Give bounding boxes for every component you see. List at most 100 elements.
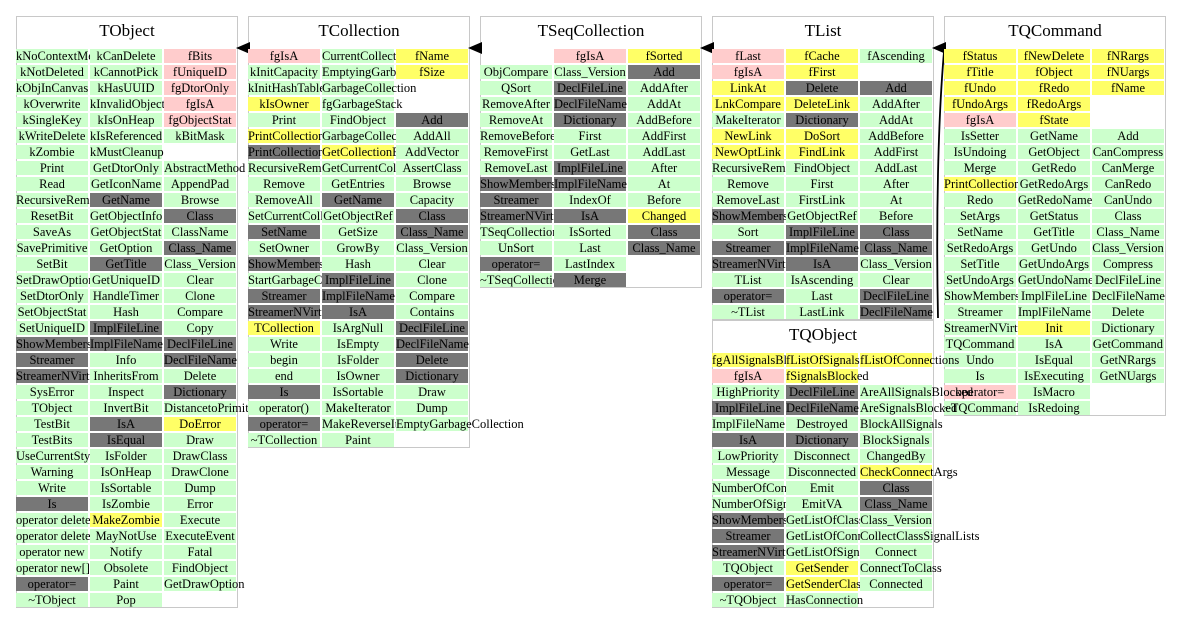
member-cell[interactable]: StreamerNVirtual (944, 321, 1033, 335)
member-cell[interactable]: IsSorted (554, 225, 626, 239)
member-cell[interactable]: Is (16, 497, 88, 511)
member-cell[interactable]: AddVector (396, 145, 468, 159)
member-cell[interactable]: operator= (944, 385, 1016, 399)
member-cell[interactable]: ShowMembers (712, 209, 788, 223)
member-cell[interactable]: IsOwner (322, 369, 394, 383)
member-cell[interactable]: Pop (90, 593, 162, 607)
member-cell[interactable]: Obsolete (90, 561, 162, 575)
member-cell[interactable]: IndexOf (554, 193, 626, 207)
member-cell[interactable]: Browse (396, 177, 468, 191)
member-cell[interactable]: ShowMembers (480, 177, 556, 191)
member-cell[interactable]: ImplFileName (712, 417, 785, 431)
member-cell[interactable]: PrintCollectionHeader (248, 145, 361, 159)
member-cell[interactable]: Dictionary (396, 369, 468, 383)
member-cell[interactable]: TestBit (16, 417, 88, 431)
member-cell[interactable]: GetListOfSignals (786, 545, 874, 559)
member-cell[interactable]: Streamer (480, 193, 552, 207)
member-cell[interactable]: AddAt (628, 97, 700, 111)
member-cell[interactable]: kIsReferenced (90, 129, 163, 143)
member-cell[interactable]: GetSenderClassName (786, 577, 896, 591)
member-cell[interactable]: Class_Version (554, 65, 626, 79)
member-cell[interactable]: GetDtorOnly (90, 161, 162, 175)
member-cell[interactable]: SetTitle (944, 257, 1016, 271)
member-cell[interactable]: Class (628, 225, 700, 239)
member-cell[interactable]: TestBits (16, 433, 88, 447)
member-cell[interactable]: AppendPad (164, 177, 236, 191)
member-cell[interactable]: TCollection (248, 321, 320, 335)
member-cell[interactable]: Draw (164, 433, 236, 447)
member-cell[interactable]: DeclFileLine (786, 385, 858, 399)
member-cell[interactable]: fName (396, 49, 468, 63)
member-cell[interactable]: Write (248, 337, 320, 351)
member-cell[interactable]: StreamerNVirtual (712, 545, 801, 559)
member-cell[interactable]: Add (1092, 129, 1164, 143)
member-cell[interactable]: HighPriority (712, 385, 784, 399)
member-cell[interactable]: MakeReverseIterator (322, 417, 428, 431)
member-cell[interactable]: Connected (860, 577, 932, 591)
member-cell[interactable]: ChangedBy (860, 449, 932, 463)
member-cell[interactable]: Class_Name (1092, 225, 1164, 239)
member-cell[interactable]: FindObject (322, 113, 394, 127)
member-cell[interactable]: GetTitle (90, 257, 162, 271)
member-cell[interactable]: GetUniqueID (90, 273, 162, 287)
member-cell[interactable]: Add (396, 113, 468, 127)
member-cell[interactable]: fStatus (944, 49, 1016, 63)
member-cell[interactable]: fFirst (786, 65, 858, 79)
member-cell[interactable]: IsEqual (90, 433, 162, 447)
member-cell[interactable]: Streamer (944, 305, 1016, 319)
member-cell[interactable]: ~TObject (16, 593, 88, 607)
member-cell[interactable]: fNUargs (1092, 65, 1164, 79)
member-cell[interactable]: ShowMembers (16, 337, 92, 351)
member-cell[interactable]: fgGarbageStack (322, 97, 403, 111)
member-cell[interactable]: fNRargs (1092, 49, 1164, 63)
member-cell[interactable]: fSorted (628, 49, 700, 63)
member-cell[interactable]: ImplFileLine (554, 161, 626, 175)
member-cell[interactable]: Write (16, 481, 88, 495)
member-cell[interactable]: GetIconName (90, 177, 162, 191)
member-cell[interactable]: GarbageCollection (322, 81, 417, 95)
member-cell[interactable]: TList (712, 273, 784, 287)
member-cell[interactable]: kWriteDelete (16, 129, 88, 143)
member-cell[interactable]: SetCurrentCollection (248, 209, 355, 223)
member-cell[interactable]: Clear (396, 257, 468, 271)
member-cell[interactable]: RemoveAll (248, 193, 320, 207)
member-cell[interactable]: GetListOfClassSignals (786, 513, 901, 527)
member-cell[interactable]: GetCollectionEntryName (322, 145, 450, 159)
member-cell[interactable]: kSingleKey (16, 113, 88, 127)
member-cell[interactable]: fUndo (944, 81, 1016, 95)
member-cell[interactable]: Init (1018, 321, 1090, 335)
member-cell[interactable]: IsOnHeap (90, 465, 162, 479)
member-cell[interactable]: CurrentCollection (322, 49, 413, 63)
member-cell[interactable]: ImplFileName (786, 241, 859, 255)
member-cell[interactable]: GetOption (90, 241, 162, 255)
member-cell[interactable]: DeclFileName (860, 305, 933, 319)
member-cell[interactable]: SetName (944, 225, 1016, 239)
member-cell[interactable]: SetDtorOnly (16, 289, 88, 303)
member-cell[interactable]: operator new[] (16, 561, 90, 575)
member-cell[interactable]: Disconnect (786, 449, 858, 463)
member-cell[interactable]: operator= (16, 577, 88, 591)
member-cell[interactable]: fSignalsBlocked (786, 369, 869, 383)
member-cell[interactable]: AbstractMethod (164, 161, 246, 175)
member-cell[interactable]: IsA (322, 305, 394, 319)
member-cell[interactable]: At (860, 193, 932, 207)
member-cell[interactable]: fLast (712, 49, 784, 63)
member-cell[interactable]: IsSortable (322, 385, 394, 399)
member-cell[interactable]: FirstLink (786, 193, 858, 207)
member-cell[interactable]: Class_Version (860, 257, 932, 271)
member-cell[interactable]: TQObject (712, 561, 784, 575)
member-cell[interactable]: MayNotUse (90, 529, 162, 543)
member-cell[interactable]: Warning (16, 465, 88, 479)
member-cell[interactable]: AddBefore (628, 113, 700, 127)
member-cell[interactable]: kNoContextMenu (16, 49, 107, 63)
member-cell[interactable]: GetObjectStat (90, 225, 162, 239)
member-cell[interactable]: CheckConnectArgs (860, 465, 958, 479)
member-cell[interactable]: ShowMembers (712, 513, 788, 527)
member-cell[interactable]: SetRedoArgs (944, 241, 1016, 255)
member-cell[interactable]: EmptyGarbageCollection (396, 417, 524, 431)
member-cell[interactable]: AreSignalsBlocked (860, 401, 958, 415)
member-cell[interactable]: GetObjectInfo (90, 209, 163, 223)
member-cell[interactable]: CanCompress (1092, 145, 1164, 159)
member-cell[interactable]: SetOwner (248, 241, 320, 255)
member-cell[interactable]: fgIsA (712, 65, 784, 79)
